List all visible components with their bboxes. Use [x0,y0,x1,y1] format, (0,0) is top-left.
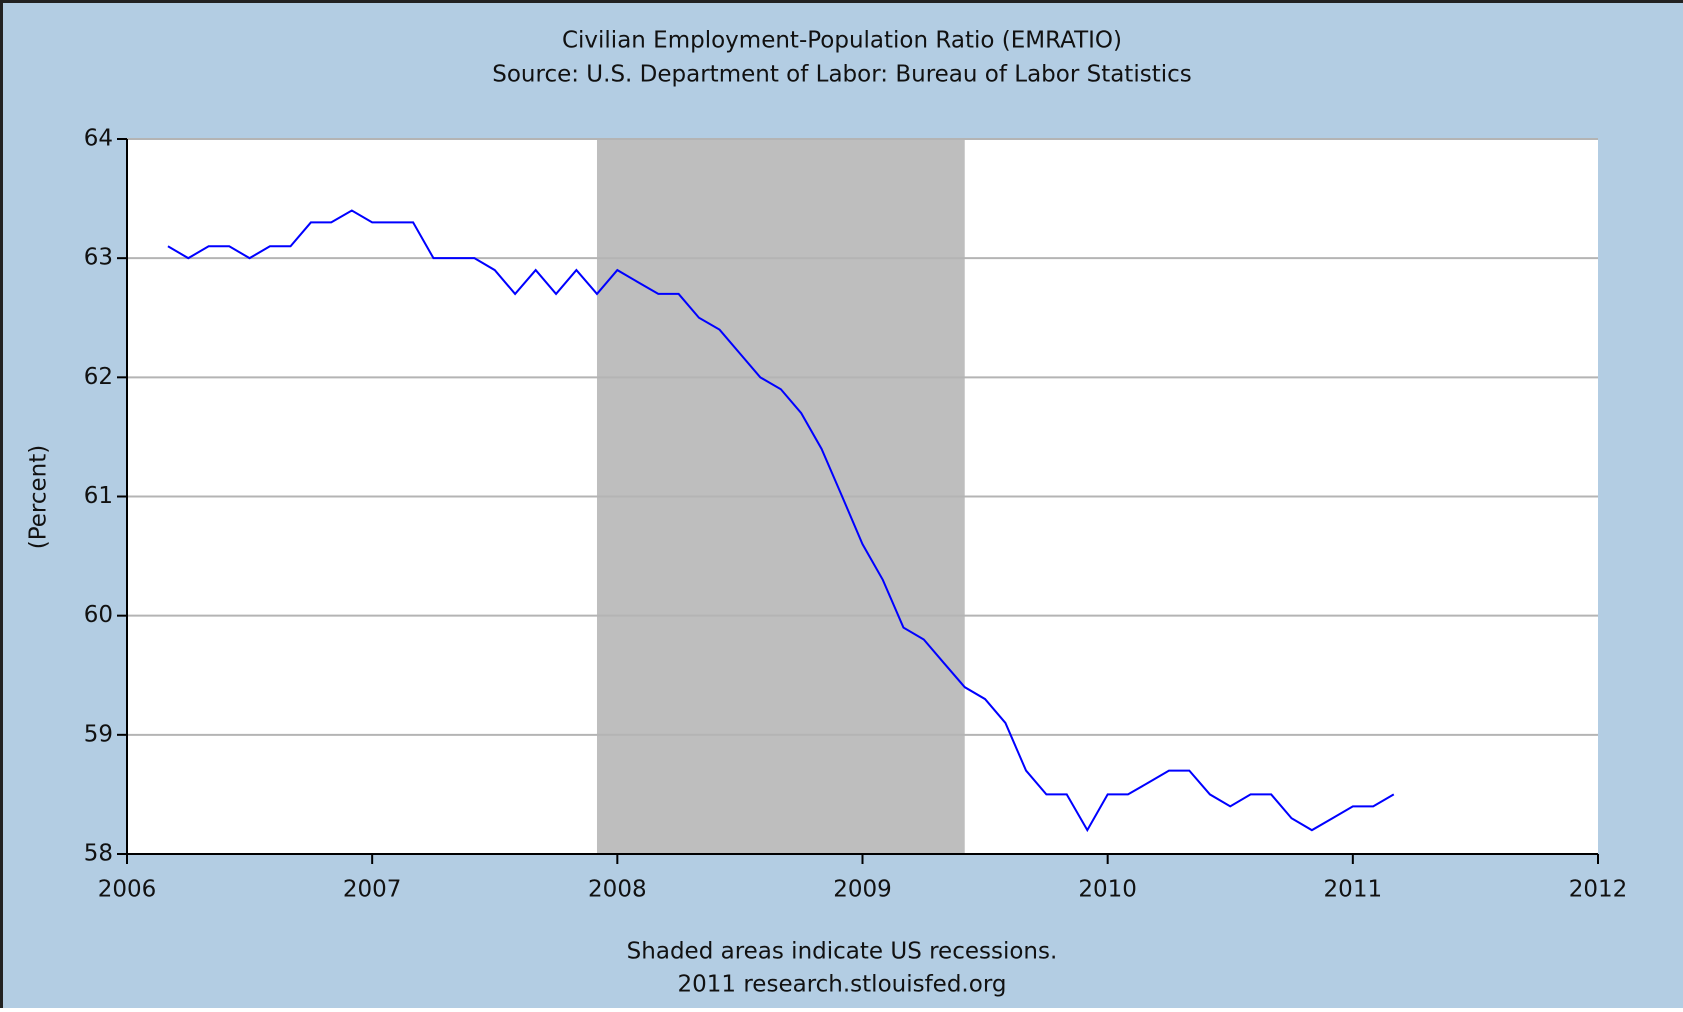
x-tick-label: 2006 [98,877,157,903]
note: 2011 research.stlouisfed.org [678,972,1007,998]
y-tick-label: 61 [84,483,113,509]
chart-subtitle: Source: U.S. Department of Labor: Bureau… [492,62,1192,88]
y-tick-label: 59 [84,721,113,747]
x-tick-label: 2011 [1324,877,1383,903]
y-tick-label: 63 [84,245,113,271]
chart-title: Civilian Employment-Population Ratio (EM… [562,28,1122,54]
x-tick-label: 2008 [588,877,647,903]
y-tick-label: 62 [84,364,113,390]
x-tick-label: 2012 [1569,877,1628,903]
x-tick-label: 2009 [833,877,892,903]
y-tick-label: 64 [84,126,113,152]
x-tick-label: 2007 [343,877,402,903]
y-tick-label: 58 [84,841,113,867]
note: Shaded areas indicate US recessions. [627,939,1058,965]
y-tick-label: 60 [84,602,113,628]
y-axis-label: (Percent) [26,445,52,550]
x-tick-label: 2010 [1078,877,1137,903]
